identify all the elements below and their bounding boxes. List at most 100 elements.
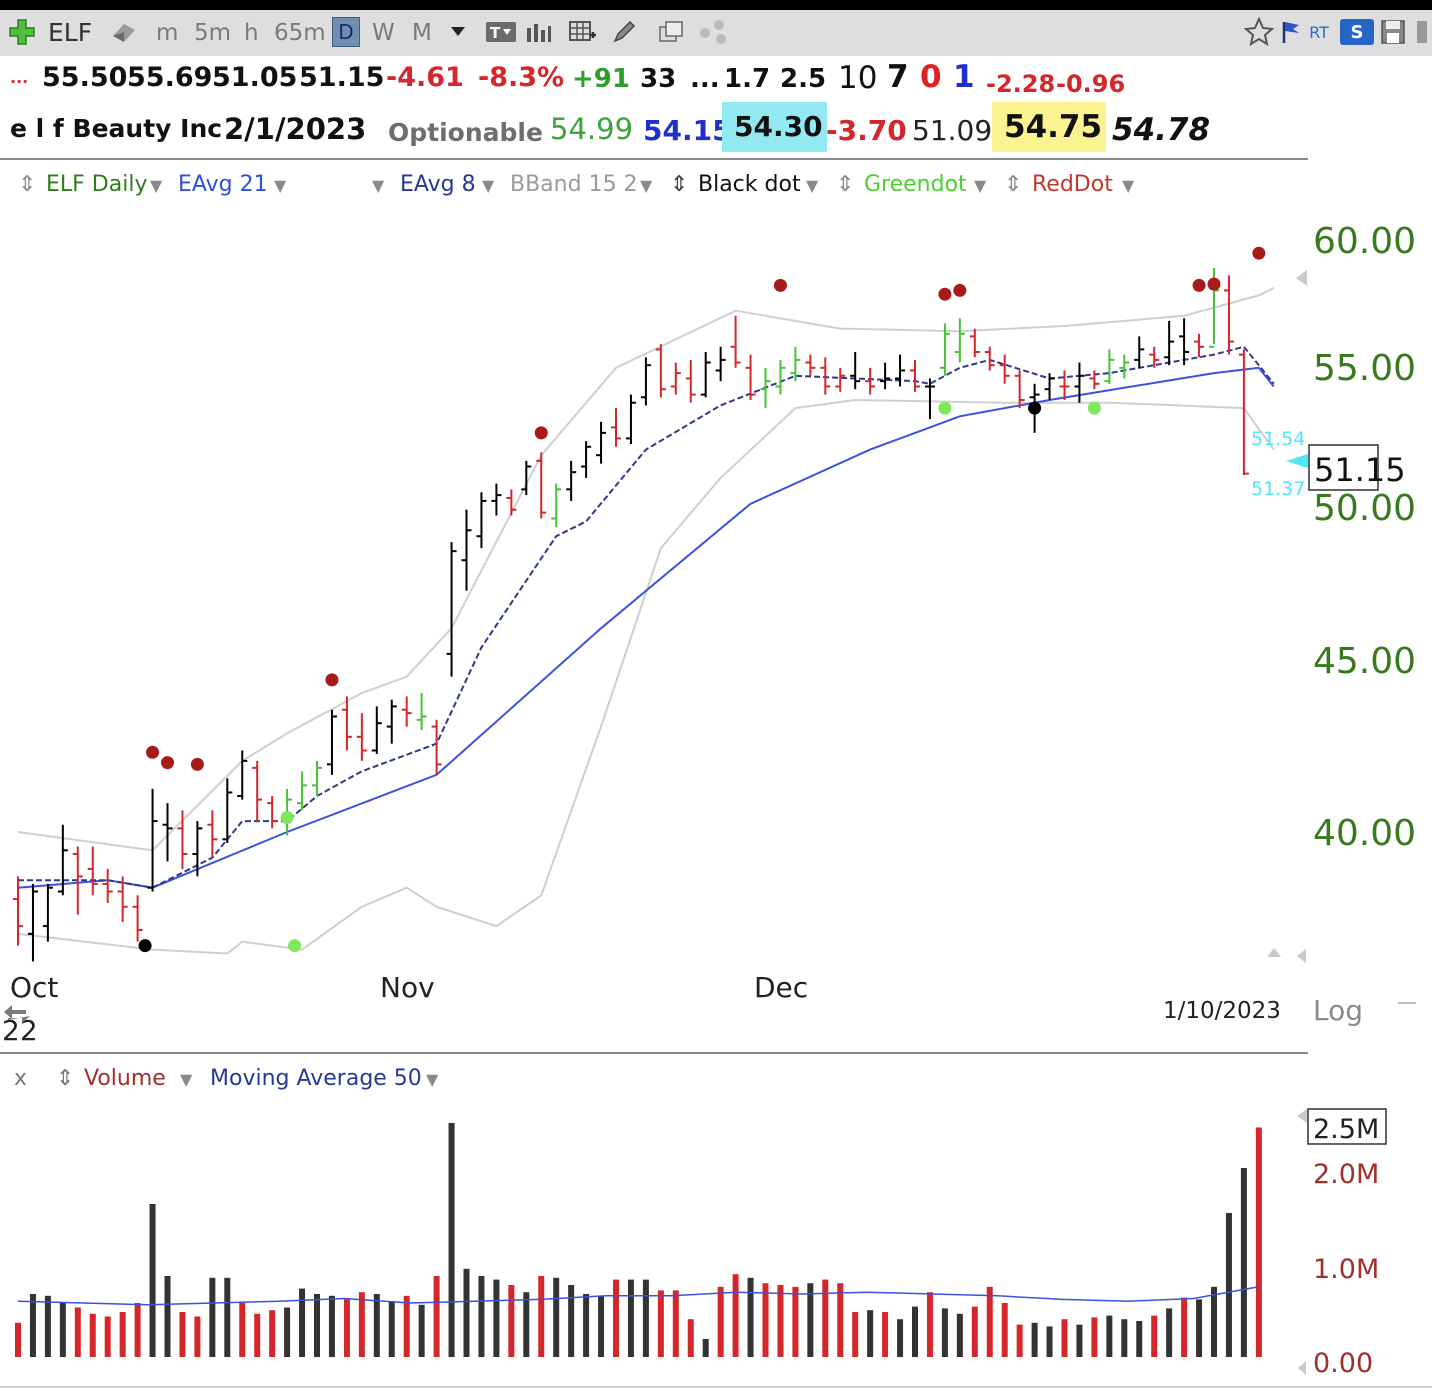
volume-tick-2-5m: 2.5M	[1313, 1114, 1379, 1145]
legend-move-icon[interactable]: ⇕	[18, 172, 37, 197]
layers-icon[interactable]	[654, 16, 688, 48]
table-add-icon[interactable]	[566, 16, 600, 48]
volume-bar	[299, 1288, 306, 1357]
legend-reddot-move-icon[interactable]: ⇕	[1004, 172, 1023, 197]
ohlc-bar	[237, 750, 248, 800]
legend-eavg8-left-icon[interactable]: ▼	[372, 176, 385, 195]
ohlc-bar	[640, 357, 651, 406]
log-label[interactable]: Log	[1313, 994, 1363, 1027]
legend-eavg21[interactable]: EAvg 21	[178, 172, 268, 197]
volume-bar	[44, 1295, 51, 1357]
volume-bar	[807, 1283, 814, 1357]
ohlc-bar	[924, 378, 935, 420]
legend-elf-dropdown-icon[interactable]: ▼	[150, 176, 163, 195]
chart-type-icon[interactable]	[108, 16, 140, 48]
toolbar-symbol[interactable]: ELF	[48, 18, 93, 47]
volume-bar	[792, 1286, 799, 1357]
save-icon[interactable]	[1376, 16, 1410, 48]
flag-icon[interactable]	[1280, 16, 1302, 48]
quote-change-pct: -8.3%	[478, 62, 565, 93]
period-m[interactable]: m	[156, 20, 179, 46]
ohlc-bar	[1074, 362, 1085, 403]
volume-bar	[1166, 1308, 1173, 1357]
volume-move-icon[interactable]: ⇕	[56, 1066, 75, 1091]
period-month[interactable]: M	[412, 20, 432, 46]
volume-bar	[672, 1290, 679, 1357]
volume-label[interactable]: Volume	[84, 1066, 166, 1091]
quote-v3: 2.5	[780, 64, 827, 94]
ohlc-bar	[431, 719, 442, 775]
quote-v7: 1	[953, 59, 975, 95]
price-tick-60: 60.00	[1313, 221, 1416, 262]
volume-bar	[1181, 1297, 1188, 1357]
ohlc-bar	[297, 771, 308, 811]
period-65m[interactable]: 65m	[274, 20, 326, 46]
bar-chart-icon[interactable]	[522, 16, 554, 48]
scroll-left-icon[interactable]	[1297, 949, 1306, 963]
ohlc-bar	[87, 846, 98, 896]
ohlc-bar	[700, 352, 711, 398]
bband-lower-line	[17, 398, 1275, 955]
share-icon[interactable]	[696, 16, 730, 48]
ohlc-bars	[13, 267, 1249, 962]
pencil-icon[interactable]	[608, 16, 640, 48]
volume-bar	[627, 1279, 634, 1357]
volume-bar	[852, 1312, 859, 1357]
star-icon[interactable]	[1242, 16, 1276, 48]
ohlc-bar	[446, 542, 457, 677]
ohlc-bar	[880, 362, 891, 390]
legend-elf-daily[interactable]: ELF Daily	[46, 172, 148, 197]
legend-bband-dropdown-icon[interactable]: ▼	[640, 176, 653, 195]
volume-close-icon[interactable]: x	[14, 1066, 28, 1091]
legend-blackdot-dropdown-icon[interactable]: ▼	[806, 176, 819, 195]
period-w[interactable]: W	[372, 20, 395, 46]
volume-bar	[209, 1277, 216, 1357]
ohlc-bar	[1179, 318, 1190, 366]
svg-text:T: T	[490, 24, 501, 42]
save-dropdown-icon[interactable]	[1412, 16, 1432, 48]
volume-scroll-icon[interactable]	[1297, 1109, 1307, 1123]
volume-bar	[15, 1322, 21, 1357]
legend-greendot-dropdown-icon[interactable]: ▼	[974, 176, 987, 195]
s-icon[interactable]: S	[1340, 19, 1374, 45]
volume-dropdown-icon[interactable]: ▼	[180, 1070, 193, 1089]
scroll-up-arrow-icon[interactable]	[1296, 270, 1307, 286]
level-marker-icon	[1286, 454, 1308, 468]
red-dot	[534, 426, 548, 440]
volume-chart[interactable]: 2.5M 2.0M 1.0M 0.00	[0, 1090, 1432, 1392]
legend-eavg8[interactable]: EAvg 8	[400, 172, 476, 197]
volume-bar	[463, 1268, 470, 1357]
black-dot	[1028, 401, 1042, 415]
level-lower: 51.37	[1251, 478, 1305, 500]
period-dropdown-icon[interactable]	[448, 16, 468, 48]
ohlc-bar	[147, 788, 158, 892]
legend-green-dot[interactable]: Greendot	[864, 172, 967, 197]
ma50-dropdown-icon[interactable]: ▼	[426, 1070, 439, 1089]
ma50-label[interactable]: Moving Average 50	[210, 1066, 422, 1091]
header-divider	[0, 158, 1308, 160]
period-5m[interactable]: 5m	[194, 20, 232, 46]
legend-black-dot[interactable]: Black dot	[698, 172, 801, 197]
ohlc-bar	[326, 709, 337, 775]
period-d-selected[interactable]: D	[332, 17, 360, 47]
volume-bar	[224, 1277, 231, 1357]
pan-arrows-icon[interactable]	[4, 1005, 30, 1023]
volume-bar	[373, 1294, 380, 1357]
scroll-top-icon[interactable]	[1267, 948, 1281, 957]
price-chart[interactable]: 60.00 55.00 50.00 45.00 40.00 51.54 51.3…	[0, 200, 1432, 1060]
legend-red-dot[interactable]: RedDot	[1032, 172, 1113, 197]
legend-eavg8-dropdown-icon[interactable]: ▼	[482, 176, 495, 195]
period-h[interactable]: h	[244, 20, 259, 46]
legend-blackdot-move-icon[interactable]: ⇕	[670, 172, 689, 197]
volume-bottom-icon[interactable]	[1298, 1361, 1306, 1375]
legend-greendot-move-icon[interactable]: ⇕	[836, 172, 855, 197]
legend-bband[interactable]: BBand 15 2	[510, 172, 638, 197]
ohlc-bar	[102, 868, 113, 903]
legend-reddot-dropdown-icon[interactable]: ▼	[1122, 176, 1135, 195]
volume-bar	[478, 1276, 485, 1357]
volume-bar	[986, 1286, 993, 1357]
legend-eavg21-dropdown-icon[interactable]: ▼	[274, 176, 287, 195]
rt-icon[interactable]: RT	[1309, 22, 1329, 42]
text-tool-icon[interactable]: T	[484, 16, 518, 48]
add-symbol-icon[interactable]	[4, 16, 40, 48]
